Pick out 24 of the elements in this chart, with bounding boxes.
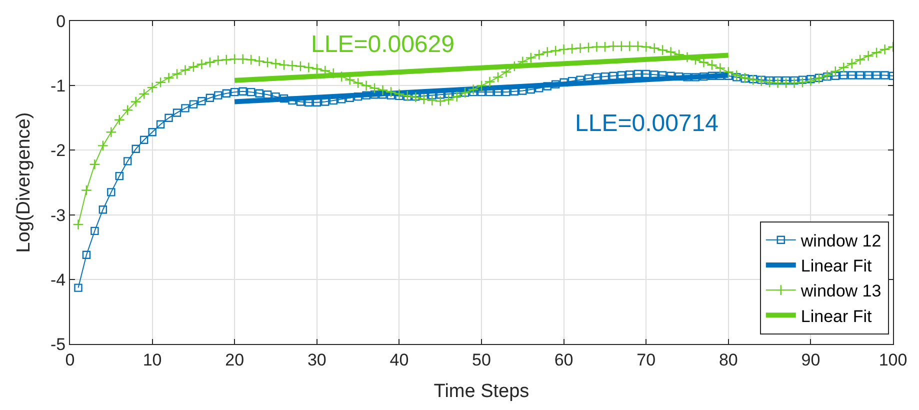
y-axis-title: Log(Divergence) bbox=[13, 112, 34, 253]
annotation: LLE=0.00629 bbox=[311, 31, 454, 58]
x-tick-label: 70 bbox=[636, 350, 656, 370]
x-tick-label: 80 bbox=[718, 350, 738, 370]
x-axis-title: Time Steps bbox=[434, 381, 530, 402]
y-tick-label: -3 bbox=[50, 206, 66, 225]
legend-label: window 12 bbox=[800, 231, 882, 250]
x-tick-label: 20 bbox=[225, 350, 244, 370]
x-tick-label: 40 bbox=[390, 350, 409, 370]
legend-label: Linear Fit bbox=[800, 256, 872, 276]
x-tick-label: 100 bbox=[878, 350, 908, 370]
y-tick-label: -5 bbox=[50, 334, 66, 354]
legend-label: Linear Fit bbox=[800, 306, 872, 326]
y-tick-label: 0 bbox=[56, 12, 66, 31]
annotation: LLE=0.00714 bbox=[575, 110, 718, 137]
legend-label: window 13 bbox=[800, 282, 882, 301]
y-tick-label: -2 bbox=[50, 141, 66, 160]
x-tick-label: 50 bbox=[472, 350, 491, 370]
y-tick-label: -4 bbox=[50, 270, 66, 290]
x-tick-label: 30 bbox=[307, 350, 326, 370]
x-tick-label: 10 bbox=[142, 350, 162, 370]
x-tick-label: 60 bbox=[554, 350, 574, 370]
x-tick-label: 90 bbox=[801, 350, 820, 370]
y-tick-label: -1 bbox=[50, 76, 66, 96]
